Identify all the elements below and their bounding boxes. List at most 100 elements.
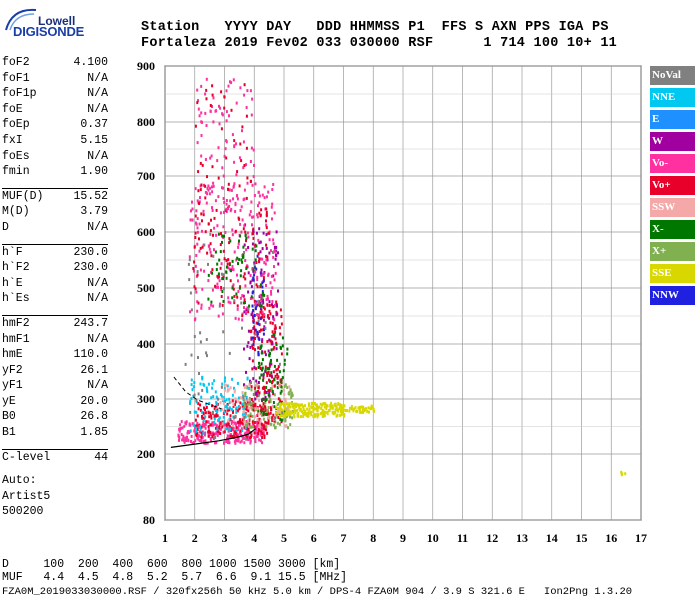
echo-point bbox=[244, 399, 247, 403]
echo-point bbox=[239, 208, 242, 212]
echo-point bbox=[217, 397, 220, 401]
echo-point bbox=[211, 423, 214, 427]
echo-point bbox=[304, 409, 307, 413]
echo-point bbox=[361, 408, 364, 412]
echo-point bbox=[235, 142, 237, 146]
echo-point bbox=[219, 211, 222, 215]
echo-point bbox=[221, 303, 224, 307]
echo-point bbox=[242, 407, 245, 410]
echo-point bbox=[222, 186, 224, 190]
echo-point bbox=[195, 429, 198, 433]
echo-point bbox=[350, 404, 353, 408]
echo-point bbox=[252, 400, 255, 404]
echo-point bbox=[270, 371, 273, 375]
echo-point bbox=[218, 258, 221, 262]
echo-point bbox=[262, 318, 265, 322]
echo-point bbox=[257, 366, 260, 369]
echo-point bbox=[196, 199, 199, 203]
echo-point bbox=[236, 295, 239, 299]
echo-point bbox=[210, 414, 213, 418]
legend-item-x-: X- bbox=[650, 220, 695, 239]
footer-muf-row: MUF 4.4 4.5 4.8 5.2 5.7 6.6 9.1 15.5 [MH… bbox=[2, 571, 348, 584]
param-value: 0.37 bbox=[80, 118, 108, 132]
echo-point bbox=[216, 427, 219, 431]
echo-point bbox=[251, 247, 254, 251]
echo-point bbox=[237, 242, 240, 246]
echo-point bbox=[259, 283, 262, 287]
echo-point bbox=[221, 420, 224, 424]
param-label: foF1p bbox=[2, 87, 37, 101]
echo-point bbox=[199, 403, 202, 407]
echo-point bbox=[195, 434, 198, 437]
echo-point bbox=[271, 217, 273, 221]
x-tick-label: 7 bbox=[341, 531, 347, 545]
echo-point bbox=[205, 441, 207, 445]
echo-point bbox=[203, 183, 205, 187]
echo-point bbox=[273, 405, 276, 409]
echo-point bbox=[189, 410, 192, 414]
echo-point bbox=[251, 414, 254, 418]
echo-point bbox=[203, 269, 206, 273]
echo-point bbox=[302, 412, 305, 416]
echo-point bbox=[237, 426, 240, 430]
echo-point bbox=[231, 296, 234, 300]
echo-point bbox=[362, 410, 364, 414]
param-value: 230.0 bbox=[73, 245, 108, 259]
echo-point bbox=[287, 392, 290, 396]
echo-point bbox=[268, 364, 271, 368]
echo-point bbox=[229, 199, 232, 203]
echo-point bbox=[284, 397, 287, 401]
echo-point bbox=[258, 323, 261, 327]
param-value: N/A bbox=[87, 379, 108, 393]
echo-point bbox=[244, 284, 247, 288]
echo-point bbox=[271, 321, 274, 325]
echo-point bbox=[223, 387, 226, 391]
echo-point bbox=[250, 113, 253, 117]
echo-point bbox=[270, 408, 273, 412]
echo-point bbox=[261, 315, 263, 319]
echo-point bbox=[353, 407, 355, 411]
echo-point bbox=[188, 431, 191, 434]
param-label: C-level bbox=[2, 450, 51, 464]
echo-point bbox=[244, 426, 247, 430]
echo-point bbox=[224, 400, 226, 403]
echo-point bbox=[263, 307, 266, 311]
echo-point bbox=[254, 182, 257, 186]
echo-point bbox=[307, 414, 310, 417]
param-row: fxI 5.15 bbox=[2, 133, 108, 149]
echo-point bbox=[219, 243, 222, 247]
echo-point bbox=[196, 230, 199, 234]
echo-point bbox=[271, 188, 274, 191]
echo-point bbox=[279, 422, 281, 426]
legend-item-vo-: Vo+ bbox=[650, 176, 695, 195]
echo-point bbox=[209, 232, 212, 236]
echo-point bbox=[252, 326, 255, 330]
echo-point bbox=[188, 255, 191, 259]
echo-point bbox=[248, 397, 251, 400]
echo-point bbox=[273, 278, 276, 282]
echo-point bbox=[223, 410, 226, 414]
echo-point bbox=[274, 303, 276, 307]
echo-point bbox=[214, 436, 217, 439]
echo-point bbox=[256, 407, 259, 411]
echo-point bbox=[216, 159, 219, 163]
polarization-legend: NoVal NNE E W Vo- Vo+ SSW X- X+ SSE NNW bbox=[650, 66, 695, 308]
echo-point bbox=[217, 232, 220, 236]
echo-point bbox=[255, 431, 258, 435]
echo-point bbox=[190, 209, 192, 213]
echo-point bbox=[242, 255, 245, 259]
echo-point bbox=[186, 435, 188, 439]
echo-point bbox=[267, 367, 270, 371]
echo-point bbox=[290, 395, 293, 399]
echo-point bbox=[284, 399, 287, 403]
echo-point bbox=[226, 406, 229, 410]
param-value: 1.90 bbox=[80, 165, 108, 179]
echo-point bbox=[238, 184, 241, 188]
echo-point bbox=[276, 358, 279, 362]
echo-point bbox=[227, 388, 230, 392]
echo-point bbox=[239, 142, 242, 146]
echo-point bbox=[258, 227, 261, 231]
echo-point bbox=[262, 417, 265, 421]
echo-point bbox=[277, 397, 280, 401]
echo-point bbox=[207, 262, 209, 266]
